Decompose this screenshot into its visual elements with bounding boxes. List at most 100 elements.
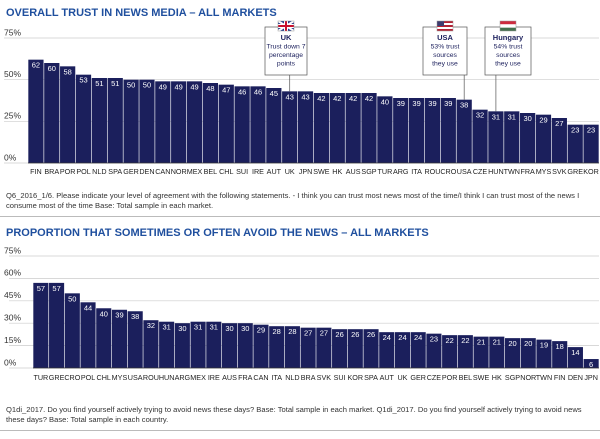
bar (218, 84, 234, 163)
value-label: 28 (288, 327, 296, 336)
bar (379, 332, 395, 368)
annotation-text: USA (437, 33, 453, 42)
annotation-text: sources (433, 52, 457, 59)
x-tick-label: ROU (424, 167, 440, 176)
value-label: 43 (301, 92, 309, 101)
value-label: 31 (508, 112, 516, 121)
chart-title: PROPORTION THAT SOMETIMES OR OFTEN AVOID… (6, 227, 429, 239)
annotation-text: Trust down 7 (266, 43, 305, 50)
x-tick-label: HUN (159, 373, 175, 382)
x-tick-label: ARG (175, 373, 191, 382)
bar (567, 347, 583, 368)
x-tick-label: SVK (317, 373, 332, 382)
annotation-text: UK (281, 33, 292, 42)
bar (520, 113, 536, 163)
bar (472, 109, 488, 163)
y-tick-label: 0% (4, 357, 17, 367)
x-tick-label: MEX (187, 167, 203, 176)
x-tick-label: GER (123, 167, 139, 176)
value-label: 26 (351, 330, 359, 339)
bar (567, 124, 583, 163)
bar (96, 308, 112, 368)
value-label: 38 (460, 101, 468, 110)
annotation-text: they use (432, 60, 458, 67)
x-tick-label: SWE (313, 167, 330, 176)
bar (410, 332, 426, 368)
bar (266, 88, 282, 163)
bar (377, 96, 393, 163)
y-tick-label: 0% (4, 152, 17, 162)
bar (80, 302, 96, 368)
x-tick-label: GRE (49, 373, 65, 382)
value-label: 23 (587, 126, 595, 135)
x-tick-label: AUS (222, 373, 237, 382)
annotation-text: 53% trust (431, 43, 460, 50)
x-tick-label: ROU (143, 373, 159, 382)
bar (206, 321, 222, 368)
bar (361, 93, 377, 163)
x-tick-label: NOR (520, 373, 536, 382)
value-label: 46 (254, 87, 262, 96)
x-tick-label: SPA (364, 373, 378, 382)
bar (394, 332, 411, 368)
x-tick-label: HK (332, 167, 342, 176)
x-tick-label: CZE (427, 373, 442, 382)
x-tick-label: POL (76, 167, 90, 176)
bar (408, 98, 425, 163)
x-tick-label: MYS (112, 373, 128, 382)
value-label: 51 (95, 79, 103, 88)
value-label: 49 (190, 82, 198, 91)
bar (473, 336, 489, 368)
x-tick-label: FIN (554, 373, 566, 382)
x-tick-label: GER (410, 373, 426, 382)
x-tick-label: NLD (285, 373, 299, 382)
value-label: 31 (492, 112, 500, 121)
value-label: 30 (241, 324, 249, 333)
bar (202, 83, 219, 163)
x-tick-label: USA (128, 373, 143, 382)
x-tick-label: JPN (584, 373, 598, 382)
value-label: 57 (37, 284, 45, 293)
footnote: Q1di_2017. Do you find yourself actively… (6, 405, 582, 424)
x-tick-label: CAN (253, 373, 268, 382)
x-tick-label: CRO (440, 167, 456, 176)
bar (159, 321, 175, 368)
value-label: 42 (365, 94, 373, 103)
value-label: 24 (414, 333, 422, 342)
value-label: 31 (210, 323, 218, 332)
y-tick-label: 45% (4, 290, 21, 300)
bar (363, 329, 379, 368)
value-label: 44 (84, 303, 92, 312)
x-tick-label: BRA (301, 373, 316, 382)
x-tick-label: USA (457, 167, 472, 176)
x-tick-label: ARG (393, 167, 409, 176)
x-tick-label: FRA (520, 167, 535, 176)
value-label: 6 (589, 360, 593, 369)
bar (186, 81, 203, 163)
value-label: 45 (270, 89, 278, 98)
x-tick-label: MYS (536, 167, 552, 176)
value-label: 49 (175, 82, 183, 91)
x-tick-label: IRE (208, 373, 220, 382)
annotation-text: percentage (269, 52, 303, 59)
value-label: 51 (111, 79, 119, 88)
x-tick-label: FIN (30, 167, 42, 176)
bar (269, 326, 285, 368)
annotation-text: 54% trust (494, 43, 523, 50)
x-tick-label: NOR (171, 167, 187, 176)
bar (107, 78, 123, 163)
y-tick-label: 30% (4, 312, 21, 322)
value-label: 46 (238, 87, 246, 96)
bar (520, 338, 536, 368)
bar (174, 323, 190, 368)
x-tick-label: CHL (219, 167, 233, 176)
value-label: 29 (257, 326, 265, 335)
value-label: 24 (398, 333, 406, 342)
value-label: 23 (571, 126, 579, 135)
annotation-box (422, 26, 468, 76)
x-tick-label: CHL (97, 373, 111, 382)
bar (332, 329, 348, 368)
value-label: 20 (524, 339, 532, 348)
